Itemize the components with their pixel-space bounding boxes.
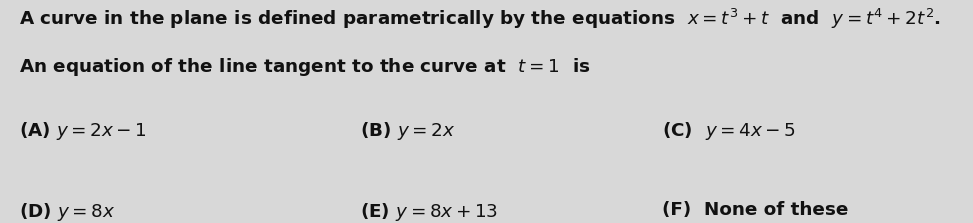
Text: (D) $y=8x$: (D) $y=8x$	[19, 201, 116, 223]
Text: (A) $y=2x-1$: (A) $y=2x-1$	[19, 120, 148, 142]
Text: (F)  None of these: (F) None of these	[662, 201, 848, 219]
Text: (E) $y=8x+13$: (E) $y=8x+13$	[360, 201, 498, 223]
Text: (B) $y=2x$: (B) $y=2x$	[360, 120, 455, 142]
Text: An equation of the line tangent to the curve at  $t=1$  is: An equation of the line tangent to the c…	[19, 56, 591, 78]
Text: (C)  $y=4x-5$: (C) $y=4x-5$	[662, 120, 795, 142]
Text: A curve in the plane is defined parametrically by the equations  $x=t^3+t$  and : A curve in the plane is defined parametr…	[19, 7, 941, 31]
